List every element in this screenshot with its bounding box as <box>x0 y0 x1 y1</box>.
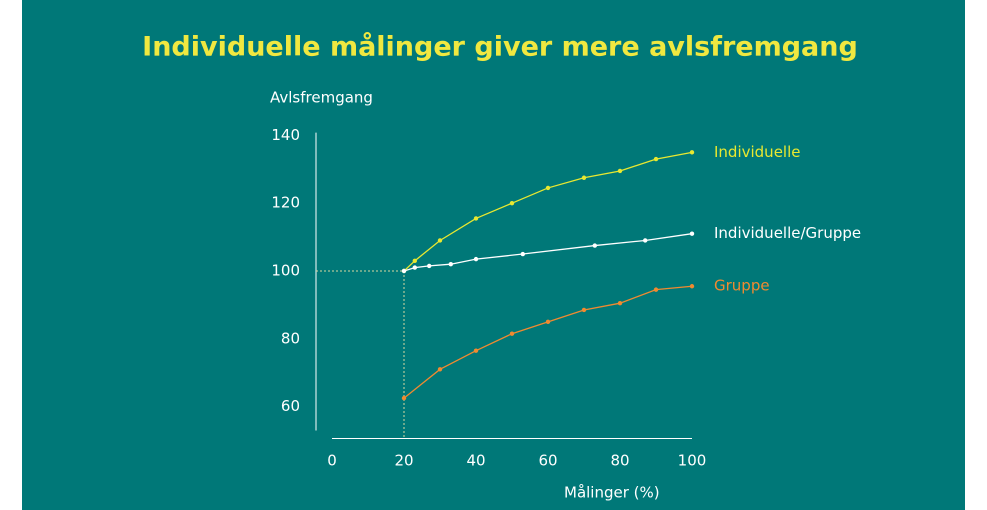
data-point <box>509 200 515 206</box>
data-point <box>412 265 417 270</box>
chart-title: Individuelle målinger giver mere avlsfre… <box>142 31 858 63</box>
y-tick-label: 60 <box>281 397 300 415</box>
data-point <box>689 231 695 236</box>
data-point <box>473 348 479 353</box>
y-tick-label: 120 <box>271 194 300 212</box>
y-axis-label: Avlsfremgang <box>270 89 373 107</box>
data-point <box>689 284 695 289</box>
series-label: Individuelle <box>714 143 800 161</box>
data-point <box>520 251 525 257</box>
data-point <box>437 238 443 243</box>
y-tick-label: 100 <box>271 261 300 279</box>
data-point <box>473 256 479 262</box>
data-point <box>545 185 551 191</box>
data-point <box>427 263 432 269</box>
series-label: Gruppe <box>714 277 770 295</box>
x-tick-label: 40 <box>466 452 485 470</box>
data-point <box>689 150 695 155</box>
data-point <box>643 238 648 243</box>
data-point <box>592 243 597 248</box>
data-point <box>401 395 407 401</box>
data-point <box>581 307 587 313</box>
data-point <box>653 287 659 292</box>
data-point <box>473 216 479 221</box>
data-point <box>509 331 515 336</box>
data-point <box>617 300 623 306</box>
data-point <box>545 319 551 325</box>
data-point <box>401 268 407 274</box>
x-axis-label: Målinger (%) <box>564 484 660 502</box>
x-tick-label: 20 <box>394 452 413 470</box>
y-tick-label: 80 <box>281 329 300 347</box>
data-point <box>437 367 443 372</box>
data-point <box>412 258 417 264</box>
x-tick-label: 0 <box>327 452 337 470</box>
series-line <box>403 151 693 272</box>
x-tick-label: 80 <box>610 452 629 470</box>
x-tick-label: 100 <box>678 452 707 470</box>
data-point <box>617 168 623 174</box>
slide-background <box>22 0 965 510</box>
data-point <box>653 156 659 162</box>
y-tick-label: 140 <box>271 126 300 144</box>
data-point <box>581 175 587 180</box>
data-point <box>448 262 453 267</box>
series-label: Individuelle/Gruppe <box>714 224 861 242</box>
x-tick-label: 60 <box>538 452 557 470</box>
